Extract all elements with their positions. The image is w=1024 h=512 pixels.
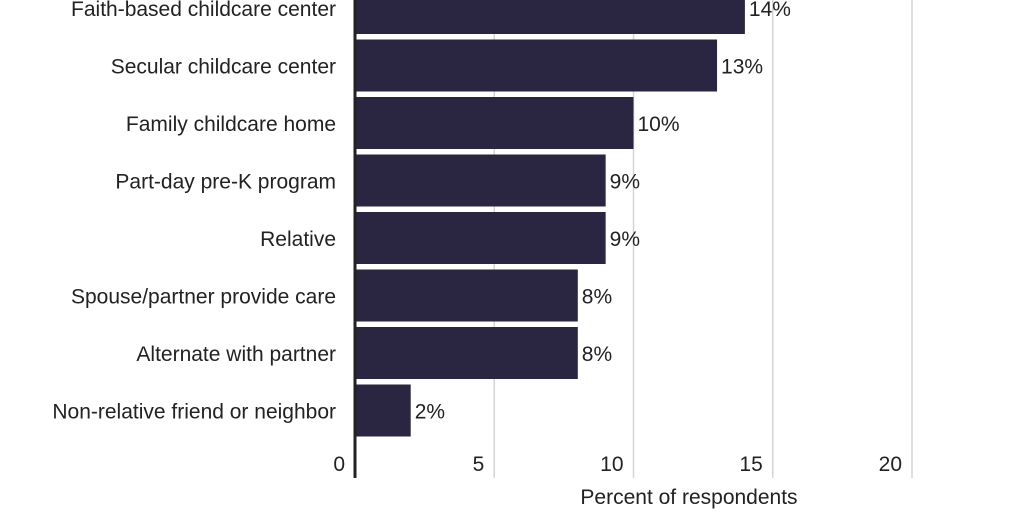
bar [355,39,718,92]
category-label: Part-day pre-K program [115,171,336,194]
data-label: 13% [721,56,763,79]
bar [355,154,606,207]
category-label: Secular childcare center [111,56,336,79]
x-tick-label: 10 [600,453,623,476]
data-label: 9% [610,228,640,251]
bar [355,327,578,379]
bar [355,0,745,34]
category-label: Spouse/partner provide care [71,286,336,309]
category-label: Faith-based childcare center [71,0,336,21]
x-axis-label: Percent of respondents [580,486,797,509]
data-label: 10% [638,113,680,136]
data-label: 14% [749,0,791,21]
x-tick-label: 15 [739,453,762,476]
bar [355,384,411,437]
x-tick-label: 5 [473,453,485,476]
bar [355,97,634,149]
category-label: Non-relative friend or neighbor [52,401,336,424]
bar [355,269,578,322]
x-tick-label: 20 [879,453,902,476]
category-label: Alternate with partner [136,343,336,366]
category-label: Family childcare home [126,113,336,136]
data-label: 8% [582,343,612,366]
data-label: 8% [582,286,612,309]
category-label: Relative [260,228,336,251]
bar [355,212,606,264]
x-tick-label: 0 [333,453,345,476]
data-label: 2% [415,401,445,424]
data-label: 9% [610,171,640,194]
